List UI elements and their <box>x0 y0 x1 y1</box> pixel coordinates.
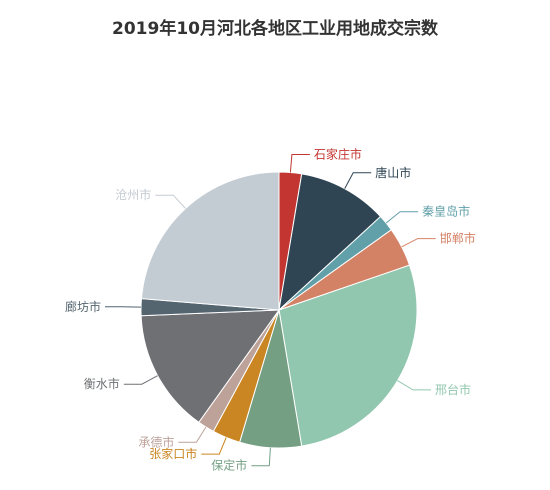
slice-label: 承德市 <box>138 434 174 449</box>
label-leader-line <box>401 238 436 248</box>
slice-label: 廊坊市 <box>65 299 101 314</box>
slice-label: 张家口市 <box>149 446 197 461</box>
slice-label: 唐山市 <box>375 165 411 180</box>
label-leader-lines <box>105 154 436 467</box>
label-leader-line <box>123 375 158 385</box>
label-leader-line <box>155 194 186 209</box>
slice-label: 沧州市 <box>115 187 151 202</box>
label-leader-line <box>397 380 431 391</box>
slice-label: 邯郸市 <box>440 231 476 246</box>
slice-label: 衡水市 <box>84 376 120 391</box>
chart-title: 2019年10月河北各地区工业用地成交宗数 <box>112 19 438 39</box>
slice-label: 保定市 <box>211 458 247 473</box>
label-leader-line <box>201 437 227 455</box>
pie-slice[interactable] <box>278 173 382 312</box>
pie-slices <box>140 171 418 449</box>
label-leader-line <box>251 447 271 467</box>
label-leader-line <box>385 211 419 224</box>
slice-label: 石家庄市 <box>314 147 362 162</box>
label-leader-line <box>178 426 207 443</box>
label-leader-line <box>289 154 310 173</box>
pie-slice[interactable] <box>278 264 418 447</box>
pie-slice[interactable] <box>140 309 281 424</box>
slice-label: 秦皇岛市 <box>422 204 470 219</box>
slice-label: 邢台市 <box>435 382 471 397</box>
pie-slice[interactable] <box>140 171 280 311</box>
label-leader-line <box>344 172 372 189</box>
